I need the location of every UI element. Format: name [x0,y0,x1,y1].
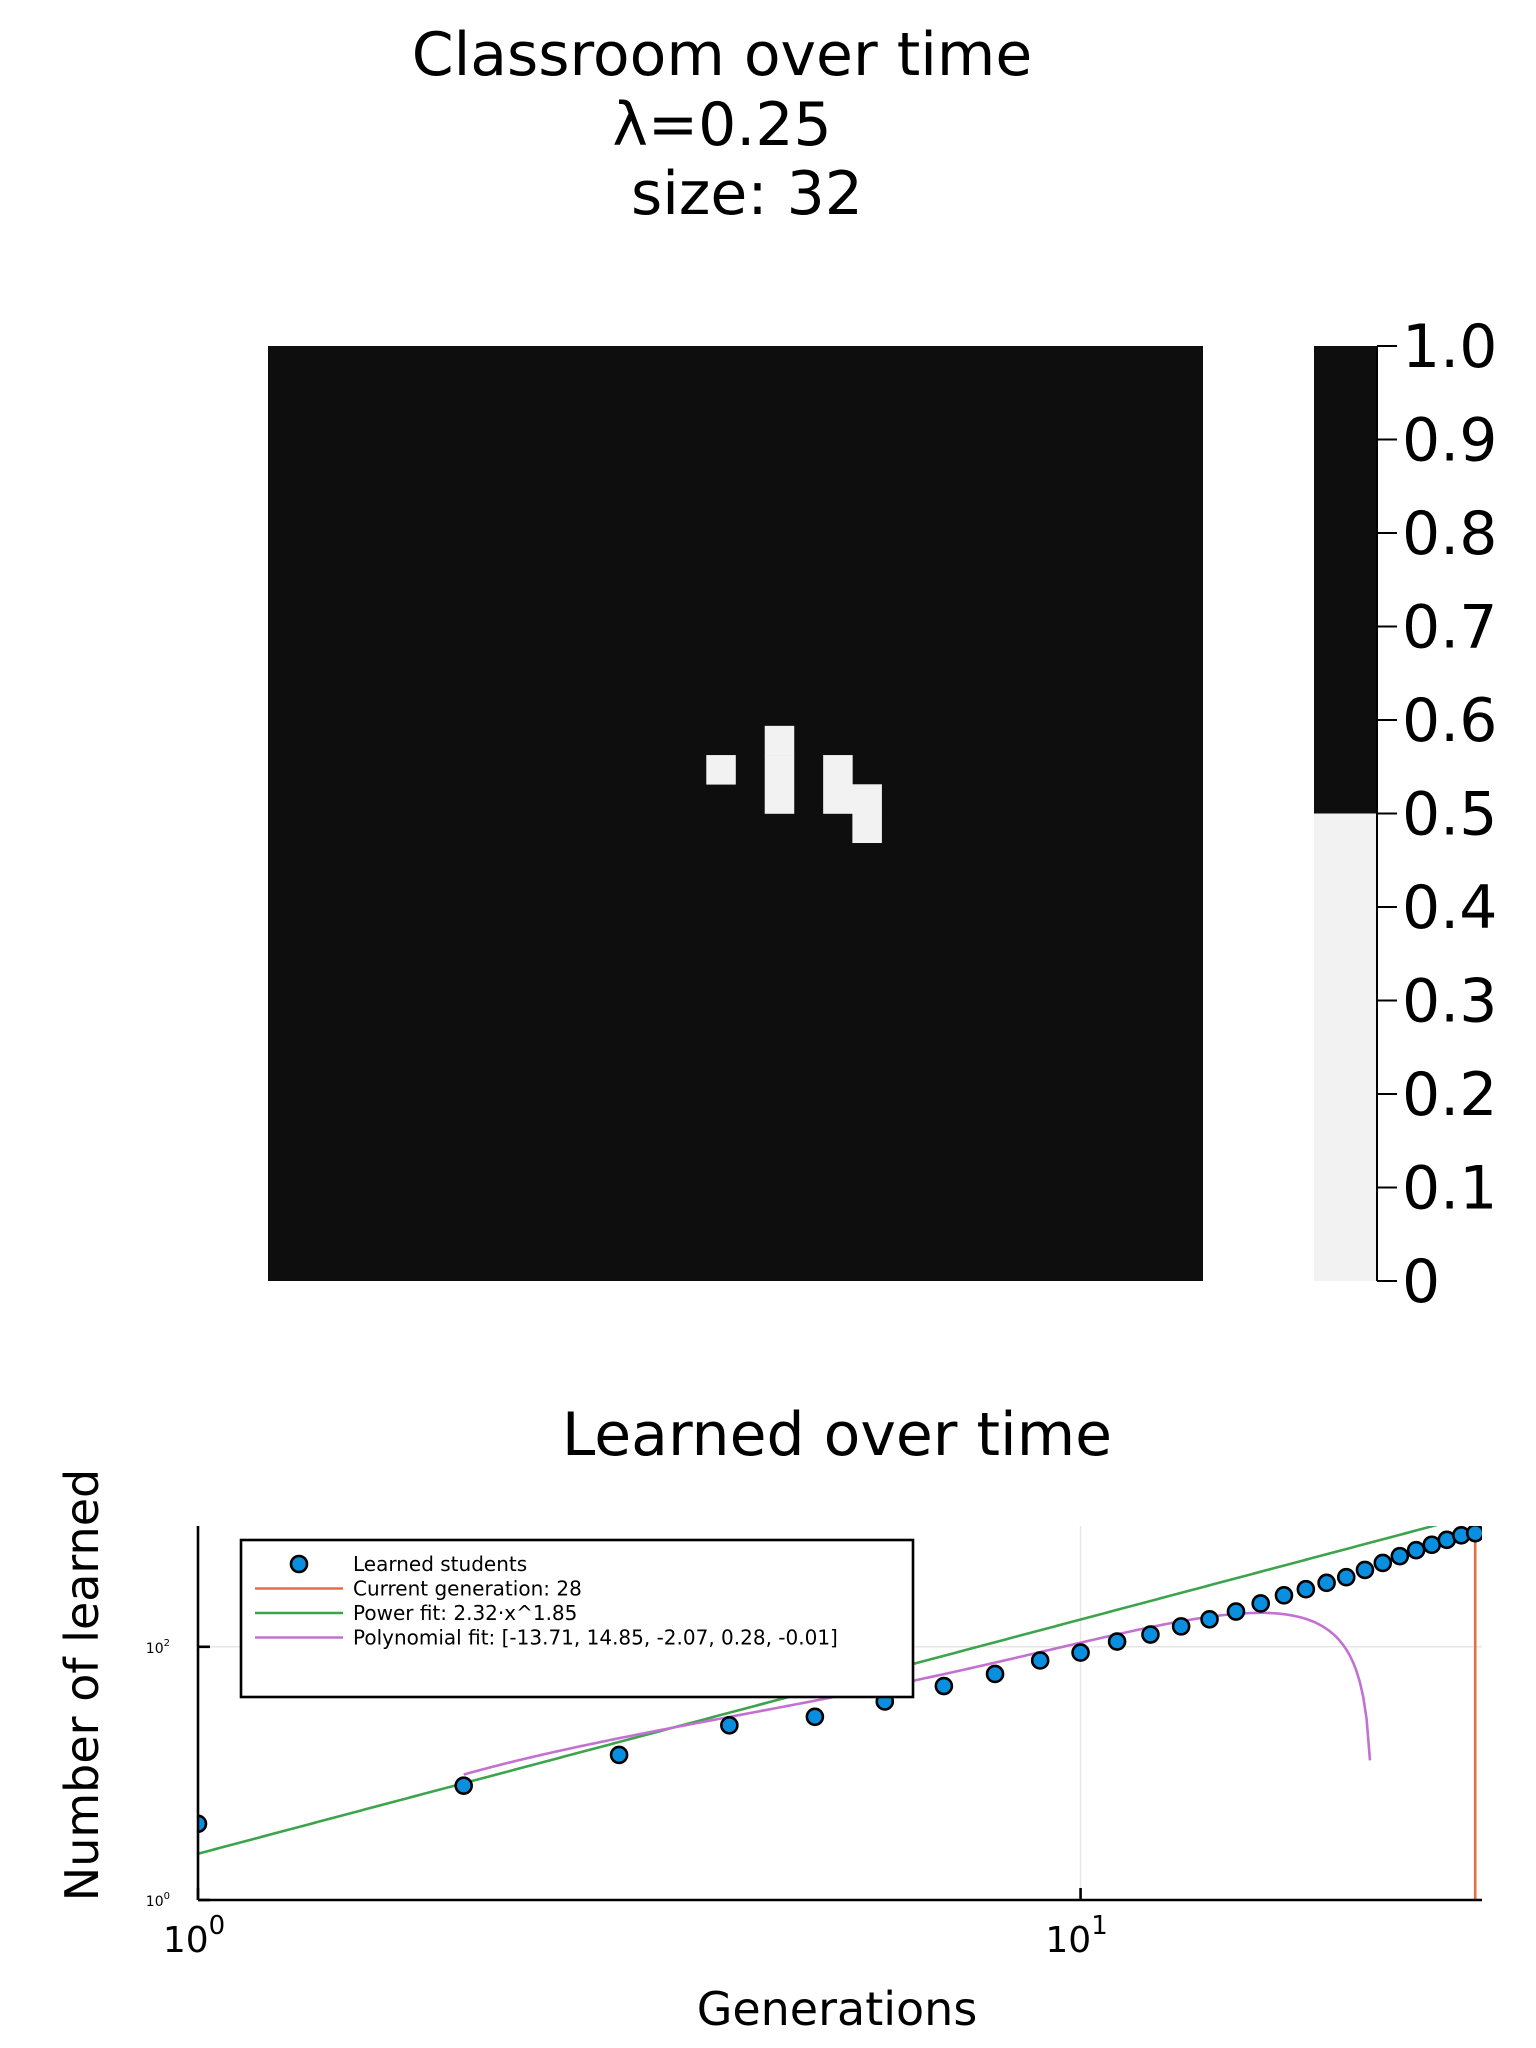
colorbar-low-segment [1314,813,1377,1281]
colorbar-high-segment [1314,346,1377,814]
heatmap [268,346,1203,1281]
data-point [805,1707,825,1727]
heatmap-cell [852,784,882,814]
colorbar-tick-label: 1.0 [1402,312,1497,382]
x-axis-label: Generations [697,1982,978,2036]
colorbar-tick-label: 0 [1402,1247,1440,1317]
colorbar-tick-label: 0.1 [1402,1154,1497,1224]
data-point [1355,1560,1375,1580]
data-point [1107,1632,1127,1651]
legend-box [239,1538,915,1699]
data-point [1171,1617,1191,1636]
x-tick-label: 101 [1045,1911,1107,1961]
colorbar-tick-label: 0.3 [1402,967,1497,1037]
colorbar-tick-label: 0.4 [1402,873,1497,943]
heatmap-title-line-1: Classroom over time [412,20,1033,90]
y-axis-label: Number of learned [55,1469,109,1901]
data-point [609,1745,629,1765]
data-point [1336,1567,1356,1587]
learned-students-points [198,1526,1482,1834]
heatmap-cell [764,755,795,785]
colorbar-tick-label: 0.6 [1402,686,1497,756]
data-point [454,1776,473,1795]
y-tick-label: 100 [146,1891,170,1910]
data-point [934,1676,954,1696]
legend-label: Polynomial fit: [-13.71, 14.85, -2.07, 0… [353,1626,838,1650]
legend-label: Learned students [353,1552,527,1576]
data-point [1390,1546,1410,1566]
data-point [1274,1586,1294,1605]
data-point [1296,1579,1316,1599]
legend-label: Current generation: 28 [353,1577,582,1601]
data-point [1141,1625,1160,1644]
polynomial-fit-line [463,1611,1372,1776]
colorbar-tick-label: 0.2 [1402,1060,1497,1130]
data-point [1317,1573,1336,1593]
heatmap-background [268,346,1203,1281]
heatmap-cell [764,725,795,756]
data-point [1373,1553,1393,1573]
colorbar-tick-label: 0.8 [1402,499,1497,569]
colorbar-tick-label: 0.9 [1402,406,1497,476]
x-tick-label: 100 [163,1911,225,1961]
data-point [1406,1540,1426,1560]
data-point [1251,1594,1271,1613]
data-point [1071,1643,1090,1662]
colorbar-tick-label: 0.7 [1402,593,1497,663]
colorbar-tick-label: 0.5 [1402,780,1497,850]
heatmap-title-line-3: size: 32 [631,159,863,229]
learned-plot: Learned over time Generations Number of … [55,1400,1482,2036]
heatmap-cell [764,784,795,814]
heatmap-cell [706,755,736,785]
data-point [198,1814,208,1834]
learned-plot-title: Learned over time [562,1400,1112,1470]
y-tick-label: 102 [146,1638,170,1657]
legend-marker [289,1554,309,1574]
data-point [1422,1535,1442,1555]
heatmap-title-line-2: λ=0.25 [612,90,831,160]
heatmap-cell [852,813,882,844]
heatmap-cell [823,755,853,785]
data-point [1226,1602,1246,1621]
data-point [1030,1651,1050,1670]
data-point [985,1664,1005,1684]
colorbar: 0 0.1 0.2 0.3 0.4 0.5 0.6 0.7 0.8 0.9 1.0 [1314,312,1497,1317]
data-point [1465,1526,1482,1543]
data-point [1200,1609,1219,1629]
heatmap-title: Classroom over time λ=0.25 size: 32 [412,20,1033,229]
data-point [720,1715,739,1735]
legend-label: Power fit: 2.32·x^1.85 [353,1601,577,1625]
heatmap-cell [823,784,853,814]
